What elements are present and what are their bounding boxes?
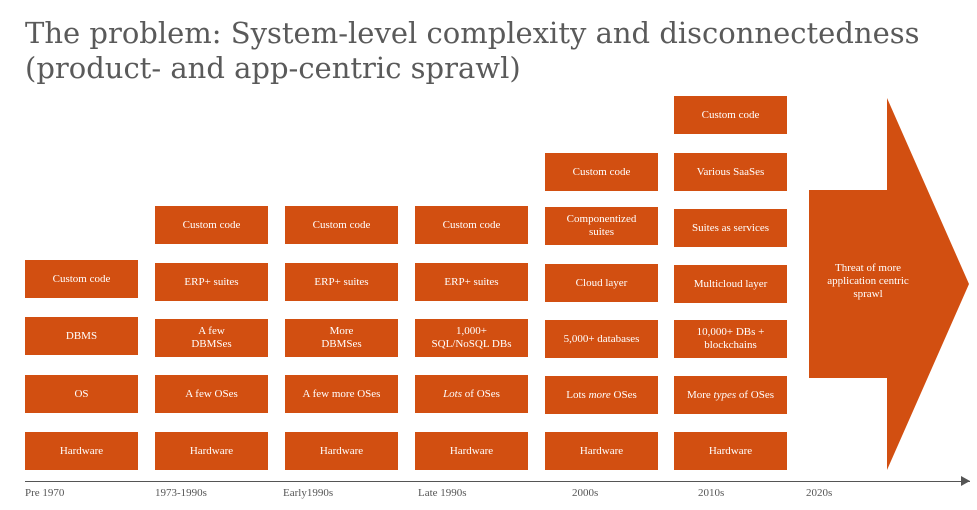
tick-2020s: 2020s [806, 487, 833, 499]
box-1973-dbms: A few DBMSes [155, 319, 268, 357]
box-early1990s-custom-code: Custom code [285, 206, 398, 244]
box-2010s-custom-code: Custom code [674, 96, 787, 134]
box-late1990s-hardware: Hardware [415, 432, 528, 470]
tick-pre-1970: Pre 1970 [25, 487, 65, 499]
title-line-1: The problem: System-level complexity and… [25, 16, 920, 50]
box-2000s-custom-code: Custom code [545, 153, 658, 191]
box-2000s-os: Lots more OSes [545, 376, 658, 414]
tick-early-1990s: Early1990s [283, 487, 334, 499]
box-2010s-multicloud-layer: Multicloud layer [674, 265, 787, 303]
box-pre1970-os: OS [25, 375, 138, 413]
title-line-2: (product- and app-centric sprawl) [25, 51, 521, 85]
box-late1990s-os: Lots of OSes [415, 375, 528, 413]
box-2010s-dbs-blockchains: 10,000+ DBs + blockchains [674, 320, 787, 358]
box-late1990s-dbms: 1,000+ SQL/NoSQL DBs [415, 319, 528, 357]
tick-2000s: 2000s [572, 487, 599, 499]
box-2010s-os: More types of OSes [674, 376, 787, 414]
box-pre1970-hardware: Hardware [25, 432, 138, 470]
timeline-axis [25, 481, 970, 482]
box-1973-os: A few OSes [155, 375, 268, 413]
box-early1990s-dbms: More DBMSes [285, 319, 398, 357]
box-early1990s-os: A few more OSes [285, 375, 398, 413]
box-2000s-databases: 5,000+ databases [545, 320, 658, 358]
arrow-label: Threat of more application centric spraw… [827, 262, 909, 300]
tick-2010s: 2010s [698, 487, 725, 499]
box-1973-hardware: Hardware [155, 432, 268, 470]
box-1973-erp-suites: ERP+ suites [155, 263, 268, 301]
page-title: The problem: System-level complexity and… [25, 16, 955, 86]
box-2000s-hardware: Hardware [545, 432, 658, 470]
box-pre1970-dbms: DBMS [25, 317, 138, 355]
box-2000s-cloud-layer: Cloud layer [545, 264, 658, 302]
box-late1990s-erp-suites: ERP+ suites [415, 263, 528, 301]
axis-arrowhead-icon [961, 476, 970, 486]
sprawl-arrow-icon [809, 98, 969, 470]
box-early1990s-hardware: Hardware [285, 432, 398, 470]
tick-1973-1990s: 1973-1990s [155, 487, 207, 499]
box-late1990s-custom-code: Custom code [415, 206, 528, 244]
box-1973-custom-code: Custom code [155, 206, 268, 244]
box-2000s-componentized-suites: Componentized suites [545, 207, 658, 245]
box-2010s-hardware: Hardware [674, 432, 787, 470]
box-2010s-suites-as-services: Suites as services [674, 209, 787, 247]
box-pre1970-custom-code: Custom code [25, 260, 138, 298]
tick-late-1990s: Late 1990s [418, 487, 467, 499]
box-early1990s-erp-suites: ERP+ suites [285, 263, 398, 301]
box-2010s-various-saases: Various SaaSes [674, 153, 787, 191]
